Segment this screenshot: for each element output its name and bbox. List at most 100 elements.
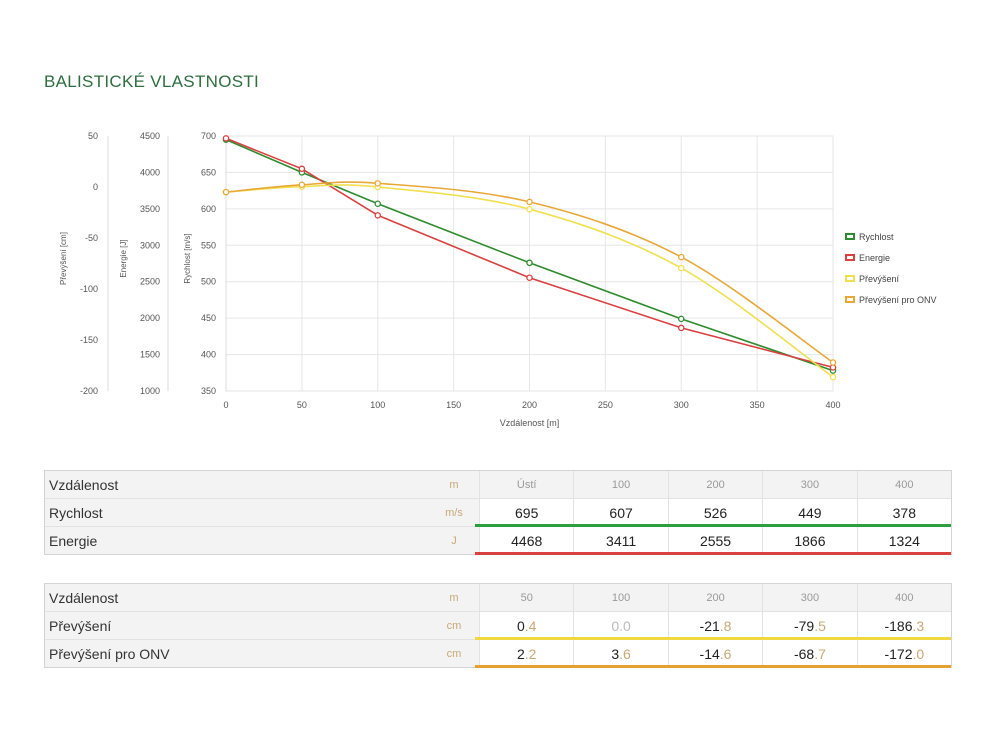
y-axis-label: Převýšení [cm]: [59, 232, 68, 285]
value-cell: -79.5: [762, 612, 857, 639]
legend-item[interactable]: Převýšení pro ONV: [845, 289, 937, 310]
legend-item[interactable]: Převýšení: [845, 268, 937, 289]
header-cell: Ústí: [479, 471, 573, 498]
header-cell: 200: [667, 584, 762, 611]
y-tick-label: 50: [88, 131, 98, 141]
value-cell: 378: [856, 499, 952, 526]
value-int: 0: [611, 617, 620, 634]
table-header-row: Vzdálenost m Ústí 100 200 300 400: [45, 471, 951, 499]
row-unit: m: [449, 478, 459, 491]
value-cell: -14.6: [667, 640, 763, 667]
row-label: Rychlost: [49, 504, 103, 521]
chart-legend: Rychlost Energie Převýšení Převýšení pro ON…: [845, 226, 937, 310]
data-point: [374, 200, 381, 208]
value-cell: 526: [667, 499, 763, 526]
value-dec: .6: [619, 645, 631, 662]
y-tick-label: 0: [93, 182, 98, 192]
x-tick-label: 400: [825, 400, 840, 410]
data-point: [526, 205, 533, 213]
ballistic-chart: 0 50 100 150 200 250 300 350 400 Vzdálenost [m] 50…: [59, 131, 841, 428]
y-axis-label: Energie [J]: [119, 239, 128, 277]
legend-swatch: [845, 296, 855, 303]
data-point: [678, 324, 685, 332]
row-unit: m/s: [445, 506, 463, 519]
row-label: Převýšení pro ONV: [49, 645, 170, 662]
value-dec: .6: [719, 645, 732, 662]
header-cell: 50: [479, 584, 573, 611]
row-label: Převýšení: [49, 617, 112, 634]
header-cells: 50 100 200 300 400: [479, 584, 951, 611]
data-point: [222, 188, 230, 196]
value-int: -79: [793, 617, 815, 634]
header-cells: Ústí 100 200 300 400: [479, 471, 951, 498]
row-unit: J: [451, 534, 457, 547]
legend-item[interactable]: Energie: [845, 247, 937, 268]
y-tick-label: 650: [201, 167, 216, 177]
y-tick-label: 450: [201, 313, 216, 323]
row-label: Vzdálenost: [49, 476, 119, 493]
series-line-0: [225, 138, 834, 372]
value-int: -21: [699, 617, 720, 634]
value-cell: 1324: [856, 527, 952, 554]
value-cell: -68.7: [762, 640, 857, 667]
table-header-row: Vzdálenost m 50 100 200 300 400: [45, 584, 951, 612]
data-point: [678, 264, 685, 272]
legend-item[interactable]: Rychlost: [845, 226, 937, 247]
y-tick-label: 2500: [140, 277, 160, 287]
y-tick-label: 2000: [140, 313, 160, 323]
value-int: -14: [699, 645, 720, 662]
ballistics-table-drop: Vzdálenost m 50 100 200 300 400 Převýšení cm 0.4 0…: [44, 583, 952, 668]
legend-label: Rychlost: [859, 231, 894, 242]
row-label: Vzdálenost: [49, 589, 119, 606]
x-tick-label: 0: [223, 400, 228, 410]
header-cell: 200: [667, 471, 762, 498]
x-tick-label: 300: [674, 400, 689, 410]
value-cell: 1866: [762, 527, 857, 554]
data-point: [678, 253, 685, 261]
table-row: Převýšení pro ONV cm 2.2 3.6 -14.6 -68.7 -172.…: [45, 640, 952, 668]
row-unit: m: [449, 591, 459, 604]
row-cells: 2.2 3.6 -14.6 -68.7 -172.0: [479, 640, 952, 667]
data-point: [374, 212, 381, 219]
value-cell: 607: [573, 499, 668, 526]
data-point: [526, 259, 533, 267]
table-row: Převýšení cm 0.4 0.0 -21.8 -79.5 -186.3: [45, 612, 952, 640]
value-cell: -172.0: [856, 640, 952, 667]
y-tick-label: 500: [201, 277, 216, 287]
value-dec: .0: [912, 645, 925, 662]
data-point: [222, 135, 230, 142]
value-cell: 0.0: [573, 612, 668, 639]
header-cell: 100: [573, 584, 667, 611]
page-title: BALISTICKÉ VLASTNOSTI: [44, 72, 260, 91]
data-point: [526, 198, 533, 206]
value-cell: 3.6: [573, 640, 668, 667]
row-color-bar: [475, 637, 951, 640]
y-tick-label: 550: [201, 240, 216, 250]
y-tick-label: 4500: [140, 131, 160, 141]
value-dec: .7: [814, 645, 826, 662]
legend-label: Energie: [859, 252, 891, 263]
row-cells: 0.4 0.0 -21.8 -79.5 -186.3: [479, 612, 952, 639]
value-int: 2: [516, 645, 525, 662]
y-tick-label: -200: [80, 386, 98, 396]
y-tick-label: 350: [201, 386, 216, 396]
x-axis-label: Vzdálenost [m]: [500, 418, 560, 428]
row-unit: cm: [446, 647, 462, 660]
x-tick-label: 150: [446, 400, 461, 410]
header-cell: 400: [856, 471, 951, 498]
data-point: [678, 315, 685, 323]
ballistics-table-velocity-energy: Vzdálenost m Ústí 100 200 300 400 Rychlost m/s 69…: [44, 470, 952, 555]
legend-swatch: [845, 275, 855, 282]
y-tick-label: 400: [201, 350, 216, 360]
row-color-bar: [475, 524, 951, 527]
value-cell: 3411: [573, 527, 668, 554]
value-int: -172: [884, 645, 913, 662]
header-cell: 300: [762, 584, 856, 611]
x-tick-label: 100: [370, 400, 385, 410]
y-tick-label: 4000: [140, 167, 160, 177]
row-unit: cm: [446, 619, 462, 632]
legend-label: Převýšení pro ONV: [859, 294, 937, 305]
y-tick-label: 1500: [140, 350, 160, 360]
value-dec: .5: [814, 617, 826, 634]
x-tick-label: 50: [297, 400, 307, 410]
